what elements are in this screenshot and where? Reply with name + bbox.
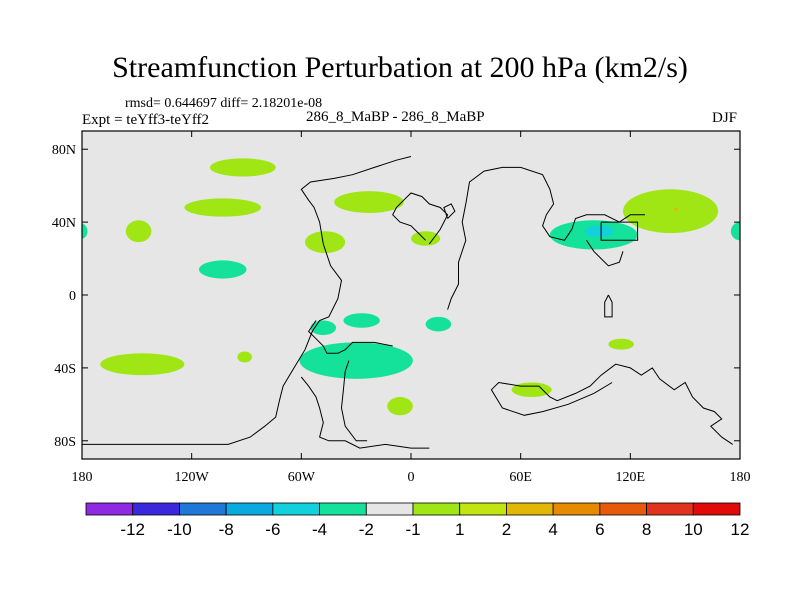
contour-n-pacific-high [209, 158, 276, 177]
cases-text: 286_8_MaBP - 286_8_MaBP [306, 109, 485, 125]
contour-pacific-40n [125, 220, 152, 243]
colorbar-label: 1 [455, 520, 464, 539]
contour-north-america-south [184, 198, 262, 217]
colorbar-label: 10 [684, 520, 703, 539]
contour-mediterranean [411, 231, 441, 246]
colorbar-swatch [365, 502, 414, 516]
colorbar-swatch [599, 502, 647, 516]
coastline-4 [447, 166, 645, 310]
contour-s-africa-15s [425, 316, 452, 332]
colorbar-swatch [459, 502, 507, 516]
y-tick-label: 0 [69, 289, 76, 304]
contour-s-atlantic-15s [343, 313, 380, 328]
contour-layer [82, 158, 740, 416]
colorbar-swatch [132, 502, 180, 516]
colorbar-swatch [412, 502, 461, 516]
colorbar-swatch [85, 502, 134, 516]
x-tick-label: 180 [730, 470, 751, 485]
y-axis: 80N 40N 0 40S 80S [52, 143, 740, 450]
colorbar-label: -1 [405, 520, 420, 539]
coastline-2 [340, 360, 368, 442]
coastline-7 [586, 240, 624, 267]
x-tick-label: 120W [175, 470, 210, 485]
season-label: DJF [712, 110, 738, 126]
contour-asia-midlat-core [584, 225, 614, 237]
colorbar: -12 -10 -8 -6 -4 -2 -1 1 2 4 6 8 10 12 [85, 502, 750, 539]
colorbar-label: -2 [359, 520, 374, 539]
y-tick-label: 40S [54, 362, 76, 377]
colorbar-label: -4 [312, 520, 327, 539]
contour-dateline-west [82, 223, 88, 239]
contour-s-pacific-35s [100, 353, 185, 376]
contour-dateline-east [730, 222, 740, 241]
experiment-text: Expt = teYff3-teYff2 [82, 112, 210, 128]
x-tick-label: 60E [509, 470, 532, 485]
contour-pacific-east-25n [198, 260, 247, 279]
contour-atlantic-30n [304, 231, 346, 254]
x-tick-label: 60W [288, 470, 316, 485]
coastline-0 [82, 156, 412, 445]
colorbar-swatch [646, 502, 694, 516]
coastline-6 [490, 363, 733, 445]
y-tick-label: 80N [52, 143, 76, 158]
colorbar-swatch [319, 502, 367, 516]
stats-text: rmsd= 0.644697 diff= 2.18201e-08 [125, 96, 323, 111]
colorbar-swatch [179, 502, 227, 516]
x-axis: 180 120W 60W 0 60E 120E 180 [72, 131, 751, 485]
colorbar-label: -12 [120, 520, 145, 539]
coastline-layer [82, 156, 733, 449]
colorbar-swatch [506, 502, 554, 516]
x-tick-label: 0 [408, 470, 415, 485]
contour-s-indian-50s [511, 382, 552, 398]
coastline-3 [307, 320, 393, 354]
colorbar-label: 6 [595, 520, 604, 539]
colorbar-label: 4 [548, 520, 557, 539]
colorbar-label: 12 [731, 520, 750, 539]
contour-atlantic-north [334, 191, 404, 213]
contour-s-atlantic-40s [299, 342, 413, 379]
x-tick-label: 180 [72, 470, 93, 485]
contour-s-pacific-small [237, 351, 252, 363]
coastline-8 [600, 221, 639, 241]
colorbar-label: 2 [502, 520, 511, 539]
contour-australia-east [608, 338, 634, 350]
contour-s-atlantic-60s [387, 397, 413, 416]
coastline-10 [443, 203, 456, 219]
colorbar-swatch [225, 502, 274, 516]
colorbar-label: -6 [265, 520, 280, 539]
colorbar-label: 8 [642, 520, 651, 539]
coastline-9 [604, 294, 613, 318]
y-tick-label: 40N [52, 216, 76, 231]
colorbar-swatch [552, 502, 601, 516]
contour-n-pacific-west-peak [674, 207, 678, 212]
colorbar-swatch [692, 502, 741, 516]
colorbar-label: -10 [167, 520, 192, 539]
contour-n-pacific-west-positive [623, 189, 719, 234]
colorbar-label: -8 [219, 520, 234, 539]
x-tick-label: 120E [616, 470, 646, 485]
y-tick-label: 80S [54, 435, 76, 450]
coastline-1 [300, 376, 430, 449]
chart-title: Streamfunction Perturbation at 200 hPa (… [112, 51, 688, 84]
colorbar-swatch [272, 502, 320, 516]
